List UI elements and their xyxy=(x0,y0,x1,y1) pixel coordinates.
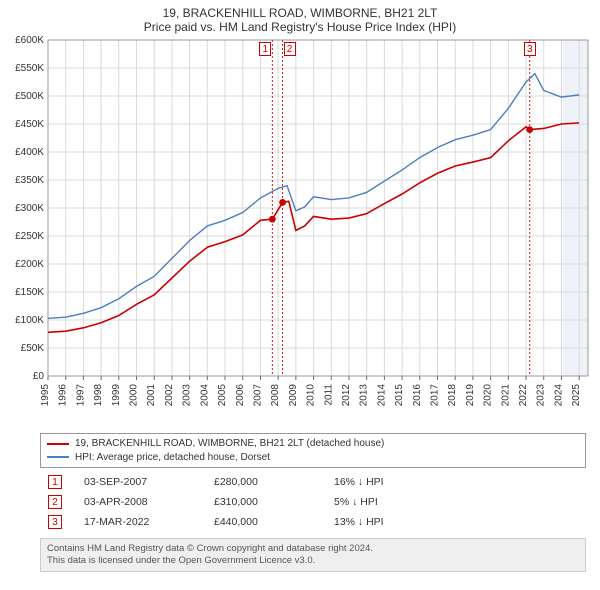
legend-swatch xyxy=(47,443,69,445)
svg-text:2024: 2024 xyxy=(553,384,564,407)
legend-label: 19, BRACKENHILL ROAD, WIMBORNE, BH21 2LT… xyxy=(75,437,384,451)
svg-text:2013: 2013 xyxy=(359,384,370,407)
event-delta: 5% ↓ HPI xyxy=(326,492,586,512)
svg-text:£350K: £350K xyxy=(15,175,44,186)
svg-text:1997: 1997 xyxy=(75,384,86,407)
chart-title-subtitle: Price paid vs. HM Land Registry's House … xyxy=(0,20,600,34)
svg-text:1998: 1998 xyxy=(93,384,104,407)
event-delta: 16% ↓ HPI xyxy=(326,472,586,492)
svg-text:2015: 2015 xyxy=(394,384,405,407)
event-number-badge: 3 xyxy=(48,515,62,529)
event-row: 2 03-APR-2008£310,0005% ↓ HPI xyxy=(40,492,586,512)
svg-text:1999: 1999 xyxy=(111,384,122,407)
event-date: 03-SEP-2007 xyxy=(76,472,206,492)
svg-text:2006: 2006 xyxy=(235,384,246,407)
svg-text:£50K: £50K xyxy=(21,343,45,354)
legend-label: HPI: Average price, detached house, Dors… xyxy=(75,451,270,465)
event-number-badge: 2 xyxy=(48,495,62,509)
svg-text:2010: 2010 xyxy=(306,384,317,407)
svg-text:2020: 2020 xyxy=(483,384,494,407)
event-date: 17-MAR-2022 xyxy=(76,512,206,532)
svg-text:2017: 2017 xyxy=(430,384,441,407)
legend-row-1: HPI: Average price, detached house, Dors… xyxy=(47,451,579,465)
event-price: £310,000 xyxy=(206,492,326,512)
svg-text:2012: 2012 xyxy=(341,384,352,407)
svg-text:2014: 2014 xyxy=(376,384,387,407)
svg-text:2025: 2025 xyxy=(571,384,582,407)
chart-title-address: 19, BRACKENHILL ROAD, WIMBORNE, BH21 2LT xyxy=(0,6,600,20)
event-number-badge: 1 xyxy=(48,475,62,489)
event-delta: 13% ↓ HPI xyxy=(326,512,586,532)
svg-text:2016: 2016 xyxy=(412,384,423,407)
svg-text:£500K: £500K xyxy=(15,91,44,102)
svg-text:2005: 2005 xyxy=(217,384,228,407)
svg-text:2019: 2019 xyxy=(465,384,476,407)
footer-line1: Contains HM Land Registry data © Crown c… xyxy=(47,543,579,555)
svg-text:1996: 1996 xyxy=(58,384,69,407)
svg-text:2003: 2003 xyxy=(182,384,193,407)
event-date: 03-APR-2008 xyxy=(76,492,206,512)
svg-text:2023: 2023 xyxy=(536,384,547,407)
svg-text:2008: 2008 xyxy=(270,384,281,407)
svg-text:2021: 2021 xyxy=(500,384,511,407)
event-marker-2: 2 xyxy=(284,42,296,56)
chart-title-block: 19, BRACKENHILL ROAD, WIMBORNE, BH21 2LT… xyxy=(0,0,600,36)
line-chart-svg: £0 £50K £100K £150K £200K £250K £300K £350K £400… xyxy=(0,36,600,431)
event-price: £440,000 xyxy=(206,512,326,532)
svg-text:£100K: £100K xyxy=(15,315,44,326)
footer-line2: This data is licensed under the Open Gov… xyxy=(47,555,579,567)
svg-text:£250K: £250K xyxy=(15,231,44,242)
svg-text:2011: 2011 xyxy=(323,384,334,406)
legend: 19, BRACKENHILL ROAD, WIMBORNE, BH21 2LT… xyxy=(40,433,586,468)
legend-row-0: 19, BRACKENHILL ROAD, WIMBORNE, BH21 2LT… xyxy=(47,437,579,451)
svg-text:£150K: £150K xyxy=(15,287,44,298)
svg-text:£600K: £600K xyxy=(15,36,44,46)
event-marker-1: 1 xyxy=(259,42,271,56)
svg-text:£400K: £400K xyxy=(15,147,44,158)
attribution-footer: Contains HM Land Registry data © Crown c… xyxy=(40,538,586,572)
svg-text:£300K: £300K xyxy=(15,203,44,214)
svg-text:1995: 1995 xyxy=(40,384,51,407)
chart-area: £0 £50K £100K £150K £200K £250K £300K £350K £400… xyxy=(0,36,600,431)
event-row: 1 03-SEP-2007£280,00016% ↓ HPI xyxy=(40,472,586,492)
event-row: 3 17-MAR-2022£440,00013% ↓ HPI xyxy=(40,512,586,532)
event-price: £280,000 xyxy=(206,472,326,492)
svg-text:£0: £0 xyxy=(33,371,45,382)
svg-text:2002: 2002 xyxy=(164,384,175,407)
svg-text:£550K: £550K xyxy=(15,63,44,74)
svg-text:2009: 2009 xyxy=(288,384,299,407)
svg-text:2000: 2000 xyxy=(129,384,140,407)
events-table: 1 03-SEP-2007£280,00016% ↓ HPI 2 03-APR-200… xyxy=(40,472,586,532)
svg-text:2018: 2018 xyxy=(447,384,458,407)
event-marker-3: 3 xyxy=(524,42,536,56)
svg-text:£200K: £200K xyxy=(15,259,44,270)
svg-text:2022: 2022 xyxy=(518,384,529,407)
svg-text:£450K: £450K xyxy=(15,119,44,130)
svg-text:2007: 2007 xyxy=(252,384,263,407)
svg-text:2004: 2004 xyxy=(199,384,210,407)
legend-swatch xyxy=(47,456,69,458)
svg-text:2001: 2001 xyxy=(146,384,157,407)
